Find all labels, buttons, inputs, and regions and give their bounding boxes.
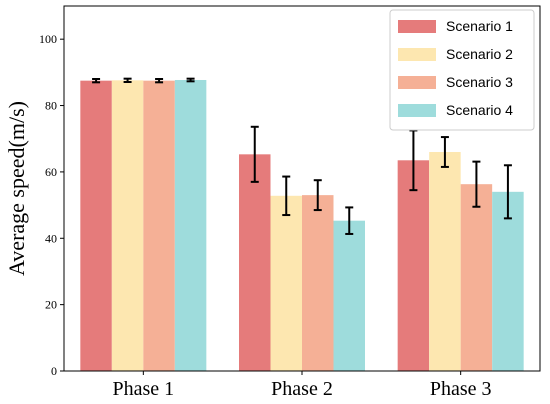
y-tick-label: 100 <box>39 32 57 46</box>
legend-box <box>389 9 535 131</box>
bar-3-3 <box>460 184 493 371</box>
y-tick-label: 40 <box>45 231 57 245</box>
y-axis: 0 20 40 60 80 100 <box>39 32 64 378</box>
bar-4-1 <box>174 79 207 371</box>
legend-entry-3: Scenario 3 <box>398 74 513 90</box>
legend-swatch <box>398 20 436 33</box>
x-tick-label: Phase 1 <box>112 378 174 400</box>
error-bar-2-3 <box>440 136 449 168</box>
error-bar-2-2 <box>282 175 291 217</box>
x-axis: Phase 1 Phase 2 Phase 3 <box>112 371 492 400</box>
legend-label: Scenario 4 <box>446 102 513 118</box>
bar-4-2 <box>333 220 365 371</box>
bar-2-2 <box>270 195 302 371</box>
legend-label: Scenario 2 <box>446 46 513 62</box>
error-bars-layer <box>92 77 512 235</box>
bar-1-2 <box>239 154 271 371</box>
y-tick-label: 0 <box>51 364 57 378</box>
bar-4-3 <box>492 191 524 371</box>
y-tick-label: 60 <box>45 165 57 179</box>
y-tick-label: 80 <box>45 99 57 113</box>
bar-2-1 <box>111 80 144 371</box>
error-bar-3-1 <box>155 78 164 84</box>
bars-layer <box>80 79 524 371</box>
bar-1-1 <box>80 80 112 371</box>
error-bar-4-2 <box>345 206 354 235</box>
error-bar-1-2 <box>250 125 259 183</box>
legend-swatch <box>398 104 436 117</box>
error-bar-3-3 <box>472 160 481 208</box>
bar-3-2 <box>302 195 334 371</box>
y-tick-label: 20 <box>45 298 57 312</box>
bar-1-3 <box>397 160 430 371</box>
legend-entry-4: Scenario 4 <box>398 102 513 118</box>
bar-2-3 <box>429 152 461 371</box>
bar-3-1 <box>143 80 175 371</box>
error-bar-3-2 <box>313 179 322 212</box>
legend-swatch <box>398 48 436 61</box>
legend-label: Scenario 1 <box>446 18 513 34</box>
x-tick-label: Phase 2 <box>271 378 333 400</box>
error-bar-2-1 <box>123 77 132 83</box>
error-bar-4-1 <box>186 77 195 83</box>
x-tick-label: Phase 3 <box>430 378 492 400</box>
legend-entry-2: Scenario 2 <box>398 46 513 62</box>
legend-swatch <box>398 76 436 89</box>
legend-entry-1: Scenario 1 <box>398 18 513 34</box>
error-bar-1-1 <box>92 78 101 84</box>
error-bar-4-3 <box>503 164 512 220</box>
legend-label: Scenario 3 <box>446 74 513 90</box>
y-axis-label: Average speed(m/s) <box>4 101 29 276</box>
legend: Scenario 1 Scenario 2 Scenario 3 Scenario 4 <box>389 9 535 131</box>
